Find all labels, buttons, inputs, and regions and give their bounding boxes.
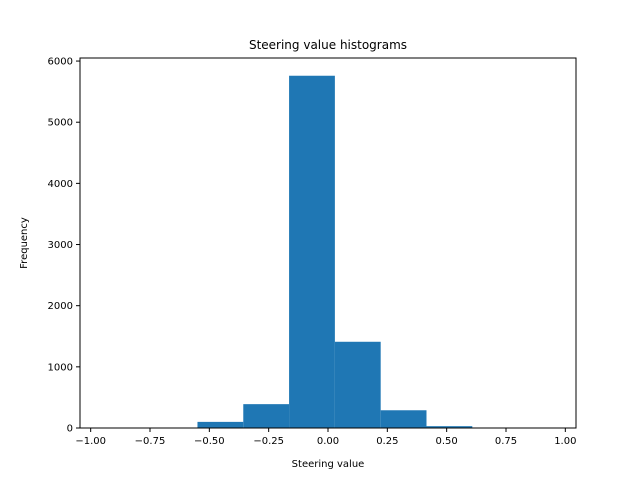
x-tick-label: 0.75 [495, 436, 517, 447]
histogram-bar-7 [426, 426, 473, 428]
x-tick-label: 0.25 [376, 436, 398, 447]
histogram-bar-5 [334, 341, 381, 428]
y-tick-label: 3000 [48, 240, 73, 251]
x-tick-label: −0.25 [253, 436, 284, 447]
y-axis-ticks: 0 1000 2000 3000 4000 5000 6000 [48, 57, 80, 435]
bars-group [197, 75, 473, 429]
x-axis-title: Steering value [292, 459, 365, 470]
x-tick-label: −0.50 [194, 436, 225, 447]
histogram-bar-6 [380, 410, 427, 428]
histogram-bar-3 [243, 404, 290, 428]
x-tick-label: 0.50 [436, 436, 458, 447]
x-tick-label: −1.00 [75, 436, 106, 447]
y-axis-title: Frequency [19, 217, 30, 269]
histogram-bar-2 [197, 421, 244, 428]
y-tick-label: 6000 [48, 57, 73, 68]
y-tick-label: 0 [67, 424, 73, 435]
x-tick-label: 1.00 [554, 436, 576, 447]
histogram-bar-4 [289, 75, 335, 429]
chart-title: Steering value histograms [249, 38, 407, 52]
x-axis-ticks: −1.00 −0.75 −0.50 −0.25 0.00 0.25 0.50 0.75 1.00 [75, 428, 576, 447]
y-tick-label: 1000 [48, 362, 73, 373]
y-tick-label: 2000 [48, 301, 73, 312]
x-tick-label: 0.00 [317, 436, 339, 447]
x-tick-label: −0.75 [135, 436, 166, 447]
y-tick-label: 4000 [48, 179, 73, 190]
y-tick-label: 5000 [48, 118, 73, 129]
